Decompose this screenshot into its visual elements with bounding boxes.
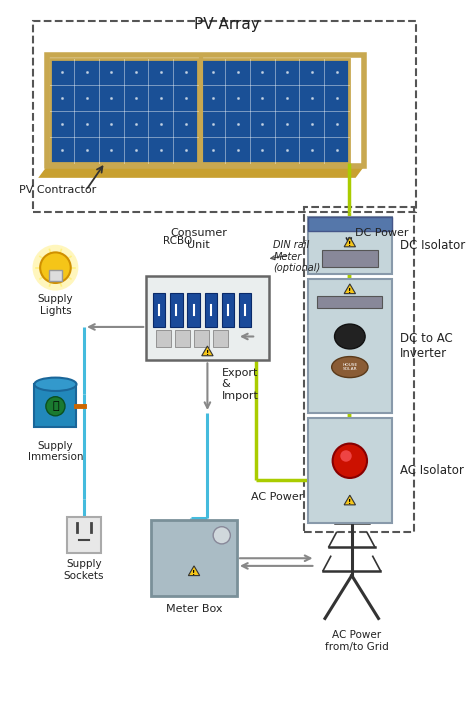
Bar bbox=[170, 294, 182, 327]
Polygon shape bbox=[202, 346, 213, 356]
Text: !: ! bbox=[192, 570, 196, 576]
Bar bbox=[308, 217, 392, 274]
Bar bbox=[146, 276, 269, 360]
Polygon shape bbox=[50, 59, 198, 162]
Bar bbox=[304, 207, 414, 532]
Text: AC Power: AC Power bbox=[251, 492, 303, 502]
Ellipse shape bbox=[35, 378, 76, 391]
Bar bbox=[308, 217, 392, 231]
Bar bbox=[49, 270, 62, 281]
Text: 🌲: 🌲 bbox=[52, 401, 59, 411]
Bar bbox=[67, 517, 101, 553]
Text: !: ! bbox=[206, 350, 209, 356]
Text: Supply
Lights: Supply Lights bbox=[37, 294, 73, 316]
Bar bbox=[205, 294, 217, 327]
Polygon shape bbox=[344, 495, 356, 505]
Text: !: ! bbox=[348, 288, 351, 294]
Text: AC Isolator: AC Isolator bbox=[400, 464, 464, 477]
Polygon shape bbox=[344, 284, 356, 294]
Text: Supply
Immersion: Supply Immersion bbox=[27, 441, 83, 463]
Circle shape bbox=[40, 252, 71, 283]
Polygon shape bbox=[188, 566, 200, 576]
Bar bbox=[153, 294, 165, 327]
Ellipse shape bbox=[332, 357, 368, 378]
Text: Export
&
Import: Export & Import bbox=[222, 368, 259, 401]
Text: PV Contractor: PV Contractor bbox=[19, 186, 96, 195]
Bar bbox=[175, 330, 190, 347]
Polygon shape bbox=[35, 384, 76, 427]
Bar bbox=[156, 330, 171, 347]
Text: DIN rail
Meter
(optional): DIN rail Meter (optional) bbox=[273, 240, 320, 273]
Bar bbox=[213, 330, 228, 347]
Bar bbox=[317, 297, 383, 308]
Text: !: ! bbox=[348, 241, 351, 247]
Text: Consumer
Unit: Consumer Unit bbox=[170, 228, 227, 249]
Bar bbox=[239, 294, 251, 327]
Bar bbox=[47, 56, 364, 166]
Circle shape bbox=[333, 444, 367, 478]
Bar bbox=[308, 418, 392, 523]
Circle shape bbox=[340, 450, 352, 462]
Bar bbox=[222, 294, 234, 327]
Bar bbox=[322, 249, 378, 267]
Text: DC to AC
Inverter: DC to AC Inverter bbox=[400, 332, 452, 360]
Text: DC Isolator: DC Isolator bbox=[400, 239, 465, 252]
Ellipse shape bbox=[335, 324, 365, 349]
Bar bbox=[308, 279, 392, 413]
Bar bbox=[151, 520, 237, 597]
Text: AC Power
from/to Grid: AC Power from/to Grid bbox=[325, 630, 388, 652]
Circle shape bbox=[33, 245, 78, 291]
Text: Supply
Sockets: Supply Sockets bbox=[64, 559, 104, 581]
Polygon shape bbox=[201, 59, 349, 162]
Text: RCBO: RCBO bbox=[164, 236, 193, 246]
Text: Meter Box: Meter Box bbox=[166, 604, 222, 614]
Bar bbox=[187, 294, 200, 327]
Text: HOUSE
SOLAR: HOUSE SOLAR bbox=[342, 362, 357, 371]
Polygon shape bbox=[344, 237, 356, 247]
Text: DC Power: DC Power bbox=[355, 228, 408, 239]
Circle shape bbox=[213, 526, 230, 544]
Circle shape bbox=[46, 397, 65, 416]
Bar bbox=[34, 21, 416, 212]
Text: !: ! bbox=[348, 500, 351, 505]
Text: PV Array: PV Array bbox=[194, 17, 259, 33]
Polygon shape bbox=[38, 166, 364, 178]
Bar bbox=[194, 330, 210, 347]
